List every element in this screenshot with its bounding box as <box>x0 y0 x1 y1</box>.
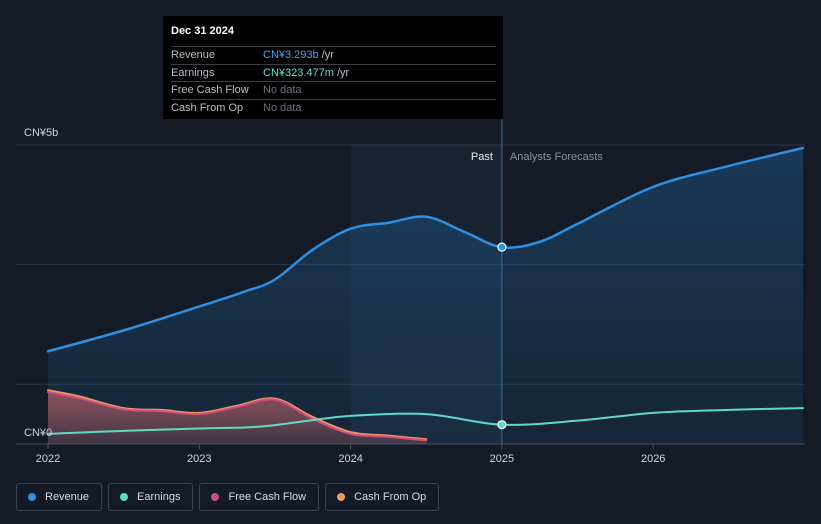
tooltip-row-revenue: Revenue CN¥3.293b /yr <box>171 46 496 64</box>
tooltip-row-free-cash-flow: Free Cash Flow No data <box>171 81 496 99</box>
x-tick-label: 2026 <box>641 453 665 465</box>
earnings-line <box>47 407 804 435</box>
legend-item-revenue[interactable]: Revenue <box>16 483 103 511</box>
tooltip-value: No data <box>263 84 302 97</box>
revenue-dot-icon <box>28 493 36 501</box>
revenue-marker <box>497 242 507 252</box>
tooltip-row-earnings: Earnings CN¥323.477m /yr <box>171 63 496 82</box>
forecast-label: Analysts Forecasts <box>510 151 603 163</box>
tooltip-value: No data <box>263 101 302 114</box>
legend-label: Free Cash Flow <box>228 491 307 503</box>
legend-item-free-cash-flow[interactable]: Free Cash Flow <box>199 483 320 511</box>
tooltip-label: Free Cash Flow <box>171 84 249 97</box>
legend-label: Earnings <box>137 491 181 503</box>
tooltip: Dec 31 2024 Revenue CN¥3.293b /yr Earnin… <box>163 16 503 119</box>
legend-item-cash-from-op[interactable]: Cash From Op <box>325 483 440 511</box>
legend-label: Revenue <box>45 491 90 503</box>
x-tick-label: 2025 <box>490 453 514 465</box>
x-tick-label: 2023 <box>187 453 211 465</box>
y-axis-label-bottom: CN¥0 <box>24 427 52 439</box>
tooltip-unit: /yr <box>336 66 350 79</box>
legend-label: Cash From Op <box>354 491 427 503</box>
tooltip-date: Dec 31 2024 <box>171 25 234 37</box>
legend-item-earnings[interactable]: Earnings <box>108 483 194 511</box>
tooltip-label: Earnings <box>171 66 215 79</box>
cash-from-op-dot-icon <box>337 493 346 501</box>
earnings-marker <box>497 420 507 430</box>
past-label: Past <box>471 151 493 163</box>
tooltip-label: Cash From Op <box>171 101 244 114</box>
tooltip-label: Revenue <box>171 49 216 62</box>
y-axis-label-top: CN¥5b <box>24 127 58 139</box>
tooltip-value: CN¥323.477m <box>263 66 334 79</box>
revenue-area <box>48 147 803 445</box>
tooltip-unit: /yr <box>321 49 334 62</box>
x-tick-label: 2022 <box>36 453 60 465</box>
tooltip-value: CN¥3.293b <box>263 49 319 62</box>
earnings-dot-icon <box>120 493 129 501</box>
tooltip-row-cash-from-op: Cash From Op No data <box>171 98 496 117</box>
x-tick-label: 2024 <box>338 453 362 465</box>
legend: Revenue Earnings Free Cash Flow Cash Fro… <box>16 483 440 511</box>
cash-from-op-line <box>47 389 428 441</box>
free-cash-flow-dot-icon <box>211 493 220 501</box>
revenue-line <box>46 146 805 353</box>
free-cash-flow-line <box>47 390 428 442</box>
